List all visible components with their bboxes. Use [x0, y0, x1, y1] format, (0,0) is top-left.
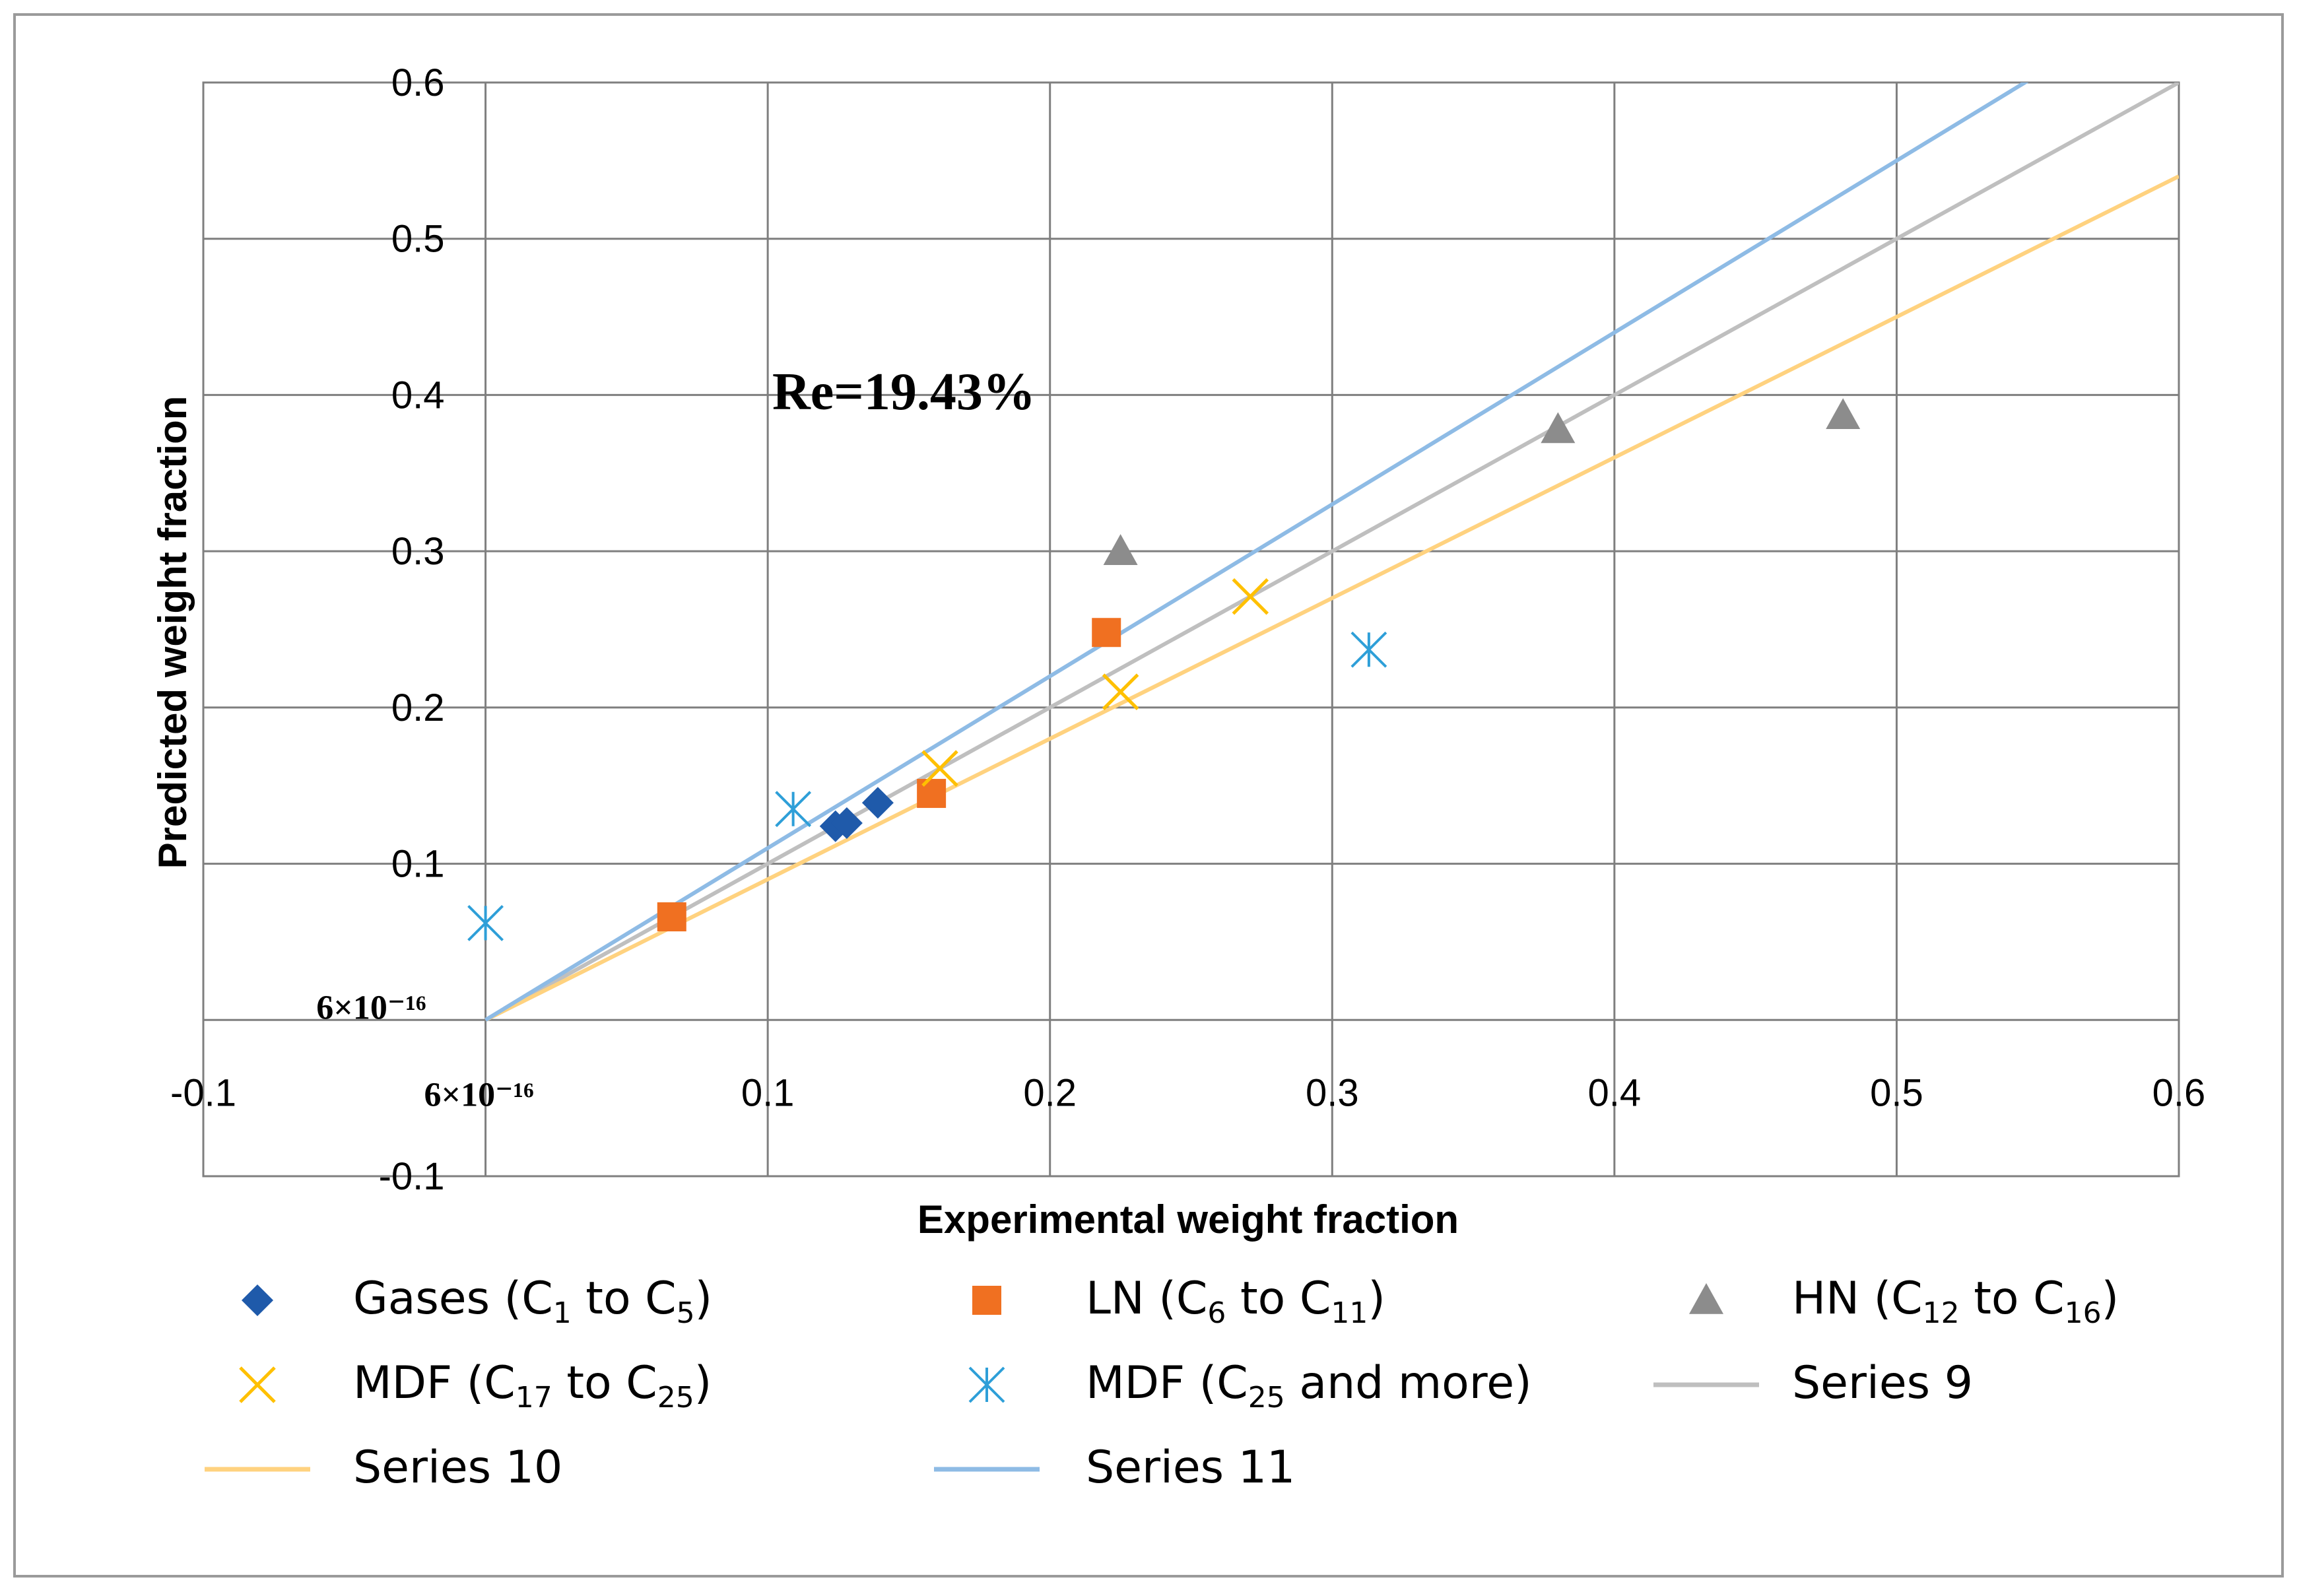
re-annotation: Re=19.43% — [772, 363, 1036, 421]
legend-label-part: ) — [694, 1357, 712, 1409]
legend-label-part: 6 — [1207, 1296, 1226, 1330]
legend-label-part: 25 — [1248, 1381, 1285, 1414]
y-tick-label: 0.6 — [391, 61, 445, 104]
point-diamond — [830, 807, 863, 840]
legend: Gases (C1 to C5) LN (C6 to C11) HN (C12 to… — [205, 1273, 2119, 1494]
y-tick-label: 0.4 — [391, 374, 445, 416]
point-x-stroke — [1232, 578, 1269, 615]
legend-label-part: 25 — [657, 1381, 694, 1414]
legend-label-part: 12 — [1923, 1296, 1960, 1330]
x-axis-title: Experimental weight fraction — [917, 1197, 1459, 1242]
point-square — [657, 902, 686, 932]
point-x — [1232, 578, 1269, 615]
legend-item-series-11: Series 11 — [934, 1442, 1295, 1494]
point-asterisk — [775, 791, 812, 828]
legend-icon-asterisk — [968, 1366, 1005, 1403]
y-tick-label: 0.3 — [391, 530, 445, 573]
legend-label: LN (C6 to C11) — [1086, 1273, 1385, 1330]
legend-label-part: to C — [1960, 1273, 2065, 1325]
legend-label: MDF (C17 to C25) — [353, 1357, 712, 1414]
y-tick-label: 0.5 — [391, 218, 445, 261]
point-triangle — [1541, 412, 1576, 444]
x-tick-label: 0.5 — [1870, 1071, 1923, 1114]
legend-item-mdf-c17-to-c25: MDF (C17 to C25) — [239, 1357, 712, 1414]
legend-label-part: 17 — [516, 1381, 552, 1414]
point-triangle — [1103, 534, 1138, 565]
legend-label-part: Series 9 — [1792, 1357, 1973, 1409]
legend-label-part: MDF (C — [1086, 1357, 1248, 1409]
legend-label-part: MDF (C — [353, 1357, 516, 1409]
legend-icon-square — [972, 1286, 1001, 1315]
data-markers — [467, 398, 1861, 941]
legend-icon-x — [239, 1366, 276, 1403]
legend-label: Series 9 — [1792, 1357, 1973, 1409]
legend-item-hn-c12-to-c16: HN (C12 to C16) — [1689, 1273, 2119, 1330]
legend-label: Series 11 — [1086, 1442, 1295, 1494]
x-tick-label: 0.2 — [1023, 1071, 1077, 1114]
point-x-stroke — [1102, 673, 1139, 710]
legend-label-part: HN (C — [1792, 1273, 1923, 1325]
x-tick-label: 0.3 — [1306, 1071, 1359, 1114]
point-asterisk — [467, 905, 504, 941]
legend-label-part: 5 — [677, 1296, 695, 1330]
legend-item-series-10: Series 10 — [205, 1442, 562, 1494]
point-asterisk — [1350, 631, 1387, 668]
point-triangle — [1826, 398, 1861, 430]
legend-label-part: 1 — [553, 1296, 572, 1330]
point-square — [917, 779, 947, 809]
legend-icon-diamond — [242, 1284, 273, 1316]
legend-label-part: to C — [1226, 1273, 1331, 1325]
legend-label-part: Gases (C — [353, 1273, 553, 1325]
legend-label: HN (C12 to C16) — [1792, 1273, 2119, 1330]
legend-label-part: LN (C — [1086, 1273, 1207, 1325]
y-tick-label: -0.1 — [379, 1155, 445, 1198]
legend-item-series-9: Series 9 — [1653, 1357, 1973, 1409]
y-tick-label: 6×10⁻¹⁶ — [316, 989, 426, 1026]
legend-label-part: ) — [695, 1273, 713, 1325]
legend-label-part: ) — [1368, 1273, 1385, 1325]
y-tick-label: 0.2 — [391, 686, 445, 729]
point-x-stroke — [921, 750, 958, 787]
point-square — [1092, 618, 1121, 648]
series-line-series-10 — [484, 174, 2179, 1022]
point-x — [1102, 673, 1139, 710]
legend-label-part: 11 — [1331, 1296, 1368, 1330]
legend-label-part: Series 10 — [353, 1442, 562, 1494]
legend-label: Gases (C1 to C5) — [353, 1273, 712, 1330]
y-tick-label: 0.1 — [391, 843, 445, 886]
x-tick-label: 0.6 — [2152, 1071, 2206, 1114]
legend-label-part: and more) — [1285, 1357, 1532, 1409]
legend-icon-triangle — [1689, 1283, 1723, 1314]
x-tick-label: 0.1 — [741, 1071, 795, 1114]
point-diamond — [861, 787, 894, 819]
x-tick-label: 6×10⁻¹⁶ — [424, 1076, 533, 1114]
legend-label: MDF (C25 and more) — [1086, 1357, 1532, 1414]
legend-label-part: to C — [572, 1273, 677, 1325]
legend-item-mdf-c25-and-more: MDF (C25 and more) — [968, 1357, 1532, 1414]
y-axis-title: Predicted weight fraction — [150, 396, 195, 869]
legend-label-part: to C — [552, 1357, 657, 1409]
legend-icon-x-stroke — [239, 1366, 276, 1403]
legend-label-part: Series 11 — [1086, 1442, 1295, 1494]
legend-item-gases-c1-to-c5: Gases (C1 to C5) — [242, 1273, 712, 1330]
legend-label-part: ) — [2102, 1273, 2119, 1325]
axis-tick-labels: -0.1 6×10⁻¹⁶ 0.1 0.2 0.3 0.4 0.5 0.6 -0.1 6×10⁻¹⁶… — [170, 61, 2205, 1198]
legend-label-part: 16 — [2065, 1296, 2102, 1330]
x-tick-label: 0.4 — [1588, 1071, 1642, 1114]
reference-lines — [484, 83, 2179, 1022]
gridlines — [202, 81, 2180, 1178]
series-line-series-11 — [484, 83, 2029, 1022]
point-x — [921, 750, 958, 787]
legend-label: Series 10 — [353, 1442, 562, 1494]
x-tick-label: -0.1 — [170, 1071, 236, 1114]
series-line-series-9 — [484, 83, 2179, 1022]
legend-item-ln-c6-to-c11: LN (C6 to C11) — [972, 1273, 1385, 1330]
